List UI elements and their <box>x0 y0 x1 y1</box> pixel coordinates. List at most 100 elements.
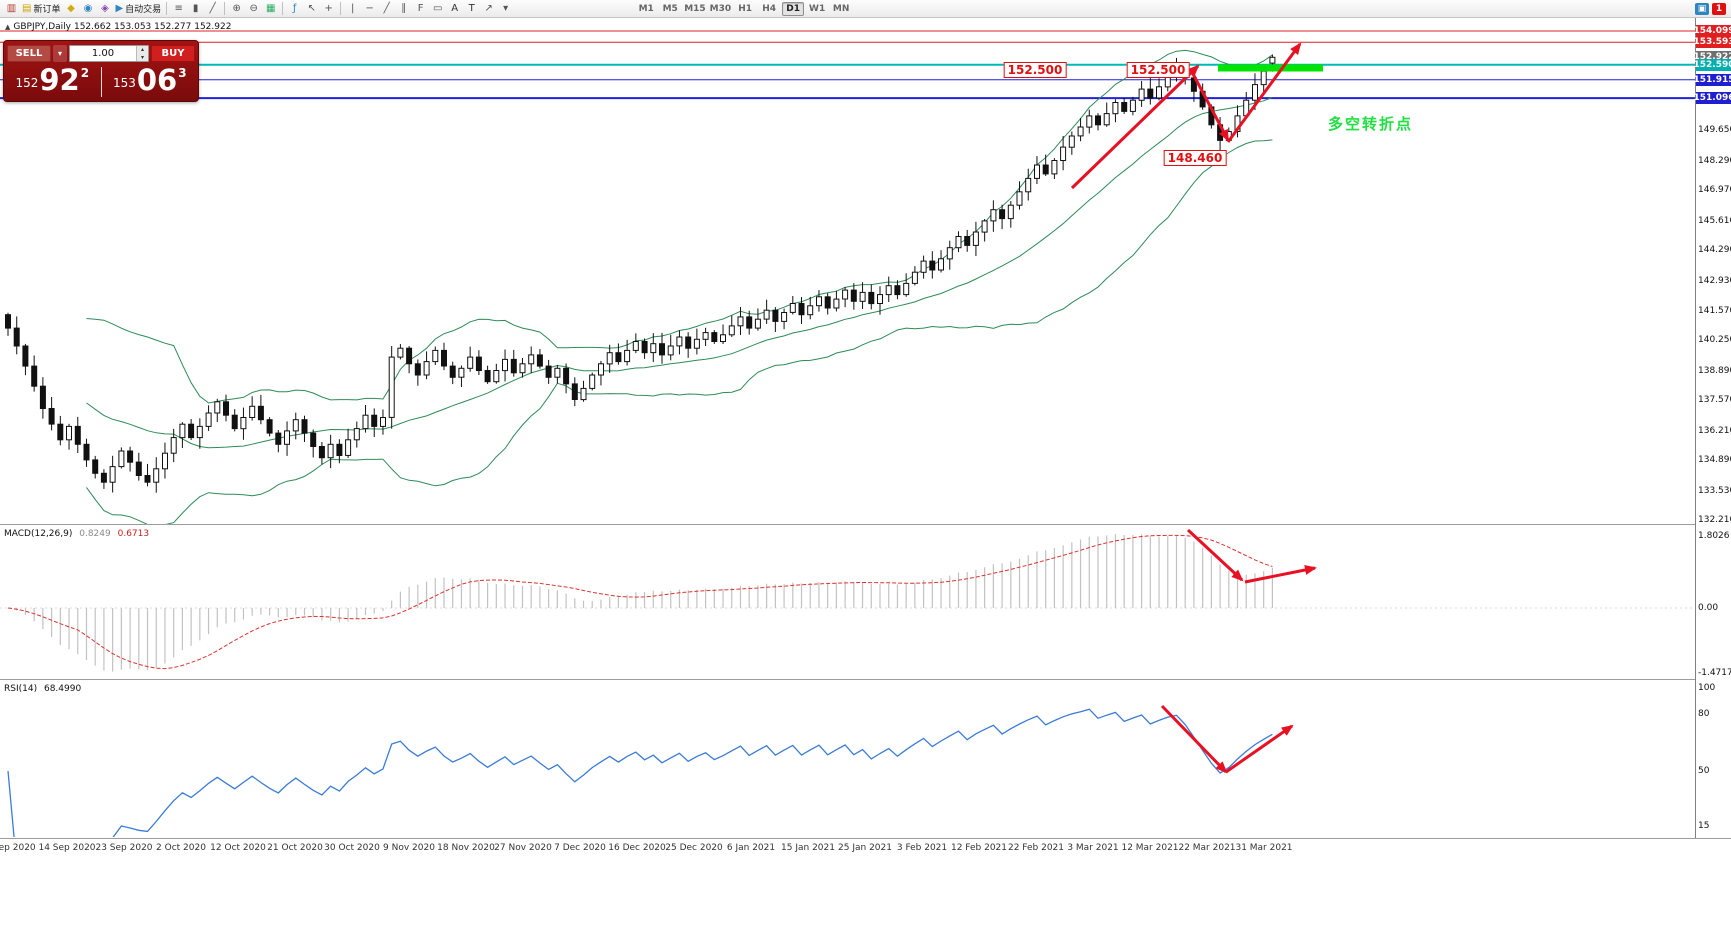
buy-price[interactable]: 153 06 3 <box>102 66 199 97</box>
timeframe-h1-button[interactable]: H1 <box>738 3 753 14</box>
candle-body <box>772 309 779 322</box>
rsi-pane-canvas[interactable] <box>0 681 1695 837</box>
candle-body <box>833 298 840 309</box>
trend-arrow[interactable] <box>1160 704 1228 774</box>
zoom-in-button[interactable]: ⊕ <box>228 1 245 17</box>
bollinger-lower-line[interactable] <box>86 139 1273 524</box>
trend-arrow[interactable] <box>1225 724 1294 774</box>
candle-body <box>432 349 439 363</box>
mobile-app-icon[interactable]: ▣ <box>1695 2 1709 15</box>
trend-arrow[interactable] <box>1186 528 1244 582</box>
candle-body <box>327 443 334 459</box>
toolbar: ▥ ▤ 新订单 ◆ ◉ ◈ ▶ 自动交易 ≡ ▮ ╱ ⊕ ⊖ ▦ ƒ ↖ + | − ╱ ∥ F ▭ A T ↗ ▾ M1 M5 M15… <box>0 0 1731 18</box>
candlestick-chart-button[interactable]: ▮ <box>187 1 204 17</box>
timeframe-d1-button[interactable]: D1 <box>782 1 805 16</box>
date-label: 15 Jan 2021 <box>781 843 835 853</box>
candle-body <box>83 443 90 461</box>
trend-arrow[interactable] <box>1244 565 1317 584</box>
sell-button[interactable]: SELL <box>7 45 51 62</box>
chart-window[interactable]: ▲ GBPJPY,Daily 152.662 153.053 152.277 1… <box>0 18 1731 944</box>
crosshair-button-icon: + <box>324 3 333 14</box>
candlestick-chart-button-icon: ▮ <box>192 3 199 14</box>
toolbar-separator <box>282 2 284 15</box>
data-window-button[interactable]: ◉ <box>79 1 96 17</box>
price-tick-label: 134.890 <box>1698 455 1731 466</box>
volume-dropdown[interactable]: ▾ <box>53 45 67 62</box>
channel-button[interactable]: ∥ <box>395 1 412 17</box>
autotrading-button-label: 自动交易 <box>125 5 162 15</box>
volume-input[interactable] <box>70 46 136 61</box>
market-watch-button[interactable]: ◆ <box>62 1 79 17</box>
volume-down-button[interactable]: ▾ <box>137 53 148 61</box>
date-label: 3 Feb 2021 <box>896 843 948 853</box>
trend-arrow[interactable] <box>1226 42 1302 143</box>
vertical-line-button[interactable]: | <box>344 1 361 17</box>
timeframe-m5-button[interactable]: M5 <box>662 3 678 14</box>
tool-dropdown-button[interactable]: ▾ <box>497 1 514 17</box>
crosshair-button[interactable]: + <box>320 1 337 17</box>
sell-price[interactable]: 152 92 2 <box>4 66 101 97</box>
ohlc-values: 152.662 153.053 152.277 152.922 <box>73 22 232 32</box>
volume-up-button[interactable]: ▴ <box>137 46 148 54</box>
candle-body <box>955 236 962 249</box>
candle-body <box>1173 68 1180 77</box>
macd-signal-line[interactable] <box>7 534 1273 670</box>
candle-body <box>1007 204 1014 220</box>
cursor-button[interactable]: ↖ <box>303 1 320 17</box>
fibonacci-button[interactable]: F <box>412 1 429 17</box>
indicators-button[interactable]: ƒ <box>286 1 303 17</box>
candle-body <box>162 452 168 470</box>
candle-body <box>380 417 386 427</box>
trendline-button[interactable]: ╱ <box>378 1 395 17</box>
new-order-button[interactable]: ▤ 新订单 <box>20 1 62 17</box>
tile-windows-button[interactable]: ▦ <box>262 1 279 17</box>
macd-histogram <box>16 534 1274 672</box>
candle-body <box>1138 88 1145 101</box>
candle-body <box>624 349 631 363</box>
fibonacci-button-icon: F <box>417 3 424 14</box>
candle-body <box>1103 113 1110 126</box>
candle-body <box>563 367 570 385</box>
timeframe-m1-button[interactable]: M1 <box>638 3 654 14</box>
horizontal-line-button-icon: − <box>365 3 374 14</box>
date-label: 9 Nov 2020 <box>383 843 435 853</box>
trend-arrow[interactable] <box>1190 71 1230 142</box>
candle-body <box>938 258 944 271</box>
timeframe-m15-button[interactable]: M15 <box>684 3 706 14</box>
candle-body <box>1016 191 1023 206</box>
horizontal-line-button[interactable]: − <box>361 1 378 17</box>
autotrading-button[interactable]: ▶ 自动交易 <box>113 1 163 17</box>
arrows-tool-button[interactable]: ↗ <box>480 1 497 17</box>
bar-chart-button[interactable]: ≡ <box>170 1 187 17</box>
new-chart-button[interactable]: ▥ <box>3 1 20 17</box>
candle-body <box>31 365 38 387</box>
zoom-out-button[interactable]: ⊖ <box>245 1 262 17</box>
text-button[interactable]: A <box>446 1 463 17</box>
navigator-button-icon: ◈ <box>101 3 109 14</box>
macd-pane-canvas[interactable] <box>0 526 1695 678</box>
candle-body <box>720 334 726 342</box>
timeframe-mn-button[interactable]: MN <box>832 3 850 14</box>
buy-button[interactable]: BUY <box>151 45 195 62</box>
price-axis[interactable]: 149.650 148.290 146.970 145.610 144.290 142.9… <box>1694 18 1731 838</box>
macd-tick-label: -1.4717 <box>1698 668 1731 678</box>
shapes-button[interactable]: ▭ <box>429 1 446 17</box>
timeframe-h4-button[interactable]: H4 <box>762 3 777 14</box>
line-chart-button[interactable]: ╱ <box>204 1 221 17</box>
symbol-tree-icon[interactable]: ▲ <box>5 23 11 31</box>
label-button[interactable]: T <box>463 1 480 17</box>
date-label: 27 Nov 2020 <box>494 843 552 853</box>
candle-body <box>5 314 11 329</box>
pane-separator[interactable] <box>0 524 1731 525</box>
main-chart-canvas[interactable] <box>0 25 1695 524</box>
candle-body <box>292 419 299 432</box>
pane-separator[interactable] <box>0 679 1731 680</box>
timeframe-m30-button[interactable]: M30 <box>709 3 732 14</box>
candle-body <box>545 365 552 378</box>
timeframe-w1-button[interactable]: W1 <box>809 3 826 14</box>
notification-badge[interactable]: 1 <box>1712 2 1726 15</box>
rsi-line[interactable] <box>7 708 1273 837</box>
trend-arrow[interactable] <box>1070 64 1200 190</box>
navigator-button[interactable]: ◈ <box>96 1 113 17</box>
